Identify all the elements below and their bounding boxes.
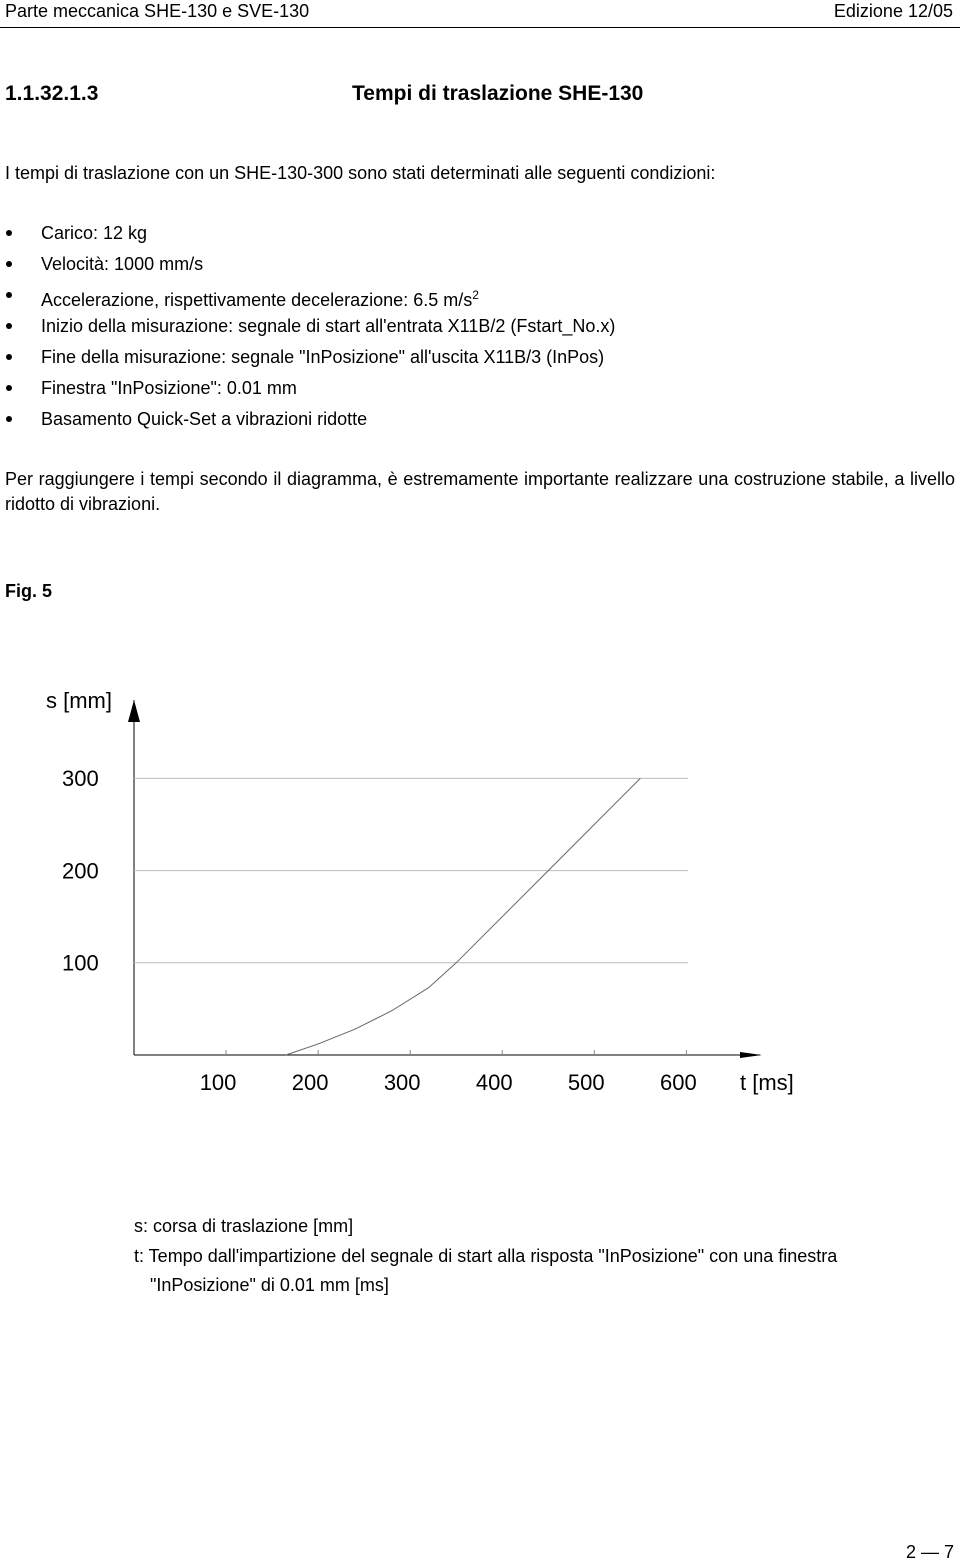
legend-t-cont: "InPosizione" di 0.01 mm [ms]: [150, 1275, 389, 1295]
condition: Finestra "InPosizione": 0.01 mm: [41, 377, 297, 399]
header-right: Edizione 12/05: [833, 1, 953, 21]
bullet: [6, 292, 12, 298]
travel-curve: [285, 778, 641, 1056]
y-arrow: [128, 700, 140, 722]
bullet: [6, 323, 12, 329]
bullet: [6, 354, 12, 360]
condition-text: Finestra "InPosizione": 0.01 mm: [41, 378, 297, 398]
condition-text: Velocità: 1000 mm/s: [41, 254, 204, 274]
condition: Inizio della misurazione: segnale di sta…: [41, 315, 615, 337]
header-left: Parte meccanica SHE-130 e SVE-130: [5, 1, 310, 21]
y-axis-label: s [mm]: [46, 688, 112, 713]
x-tick-label: 300: [384, 1070, 421, 1095]
bullet: [6, 230, 12, 236]
superscript: 2: [472, 288, 479, 302]
condition: Fine della misurazione: segnale "InPosiz…: [41, 346, 604, 368]
condition-text: Fine della misurazione: segnale "InPosiz…: [41, 347, 605, 367]
condition-text: Basamento Quick-Set a vibrazioni ridotte: [41, 409, 368, 429]
legend-t: t: Tempo dall'impartizione del segnale d…: [134, 1246, 838, 1266]
condition-text: Accelerazione, rispettivamente deceleraz…: [41, 290, 473, 310]
condition: Basamento Quick-Set a vibrazioni ridotte: [41, 408, 367, 430]
y-tick-label: 300: [62, 766, 99, 791]
x-tick-label: 600: [660, 1070, 697, 1095]
section-title: Tempi di traslazione SHE-130: [352, 82, 644, 105]
bullet: [6, 416, 12, 422]
bullet: [6, 385, 12, 391]
y-tick-label: 100: [62, 951, 99, 976]
condition-text: Inizio della misurazione: segnale di sta…: [41, 316, 616, 336]
x-tick-label: 200: [292, 1070, 329, 1095]
footer-page: 2 — 7: [905, 1542, 954, 1562]
condition: Accelerazione, rispettivamente deceleraz…: [41, 284, 479, 311]
x-arrow: [740, 1052, 762, 1058]
condition-text: Carico: 12 kg: [41, 223, 148, 243]
note: Per raggiungere i tempi secondo il diagr…: [5, 469, 955, 514]
condition: Carico: 12 kg: [41, 222, 147, 244]
header-rule: [0, 27, 960, 28]
x-tick-label: 100: [200, 1070, 237, 1095]
intro: I tempi di traslazione con un SHE-130-30…: [5, 163, 716, 183]
legend-s: s: corsa di traslazione [mm]: [134, 1216, 354, 1236]
x-axis-label: t [ms]: [740, 1070, 794, 1095]
bullet: [6, 261, 12, 267]
section-number: 1.1.32.1.3: [5, 82, 99, 105]
y-tick-label: 200: [62, 858, 99, 883]
x-tick-label: 400: [476, 1070, 513, 1095]
x-tick-label: 500: [568, 1070, 605, 1095]
condition: Velocità: 1000 mm/s: [41, 253, 203, 275]
figure-label: Fig. 5: [5, 581, 53, 601]
